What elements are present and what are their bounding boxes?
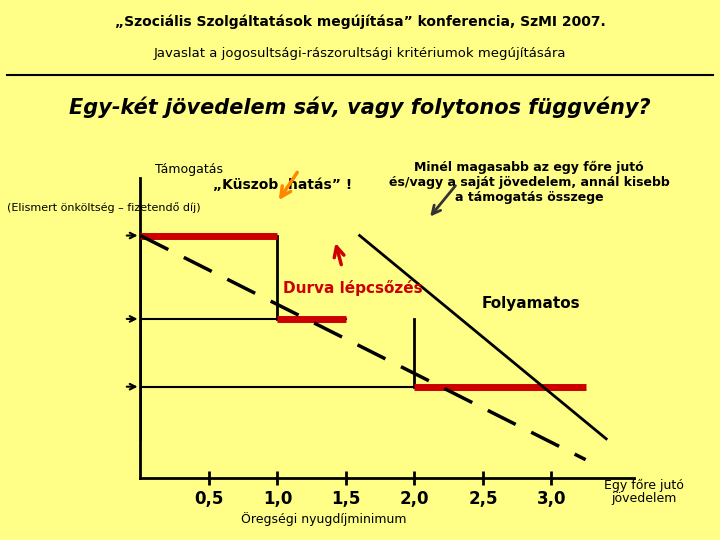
- Text: Egy főre jutó: Egy főre jutó: [605, 478, 684, 492]
- Text: Durva lépcsőzés: Durva lépcsőzés: [283, 280, 423, 296]
- Text: Öregségi nyugdíjminimum: Öregségi nyugdíjminimum: [241, 512, 407, 526]
- Text: (Elismert önköltség – fizetendő díj): (Elismert önköltség – fizetendő díj): [7, 202, 201, 213]
- Text: Minél magasabb az egy főre jutó
és/vagy a saját jövedelem, annál kisebb
a támoga: Minél magasabb az egy főre jutó és/vagy …: [389, 161, 670, 204]
- Text: Támogatás: Támogatás: [155, 163, 222, 176]
- Text: „Szociális Szolgáltatások megújítása” konferencia, SzMI 2007.: „Szociális Szolgáltatások megújítása” ko…: [114, 15, 606, 29]
- Text: jövedelem: jövedelem: [612, 492, 677, 505]
- Text: „Küszob  hatás” !: „Küszob hatás” !: [213, 178, 352, 192]
- Text: Egy-két jövedelem sáv, vagy folytonos függvény?: Egy-két jövedelem sáv, vagy folytonos fü…: [69, 97, 651, 118]
- Text: Javaslat a jogosultsági-rászorultsági kritériumok megújítására: Javaslat a jogosultsági-rászorultsági kr…: [154, 47, 566, 60]
- Text: Folyamatos: Folyamatos: [482, 296, 580, 311]
